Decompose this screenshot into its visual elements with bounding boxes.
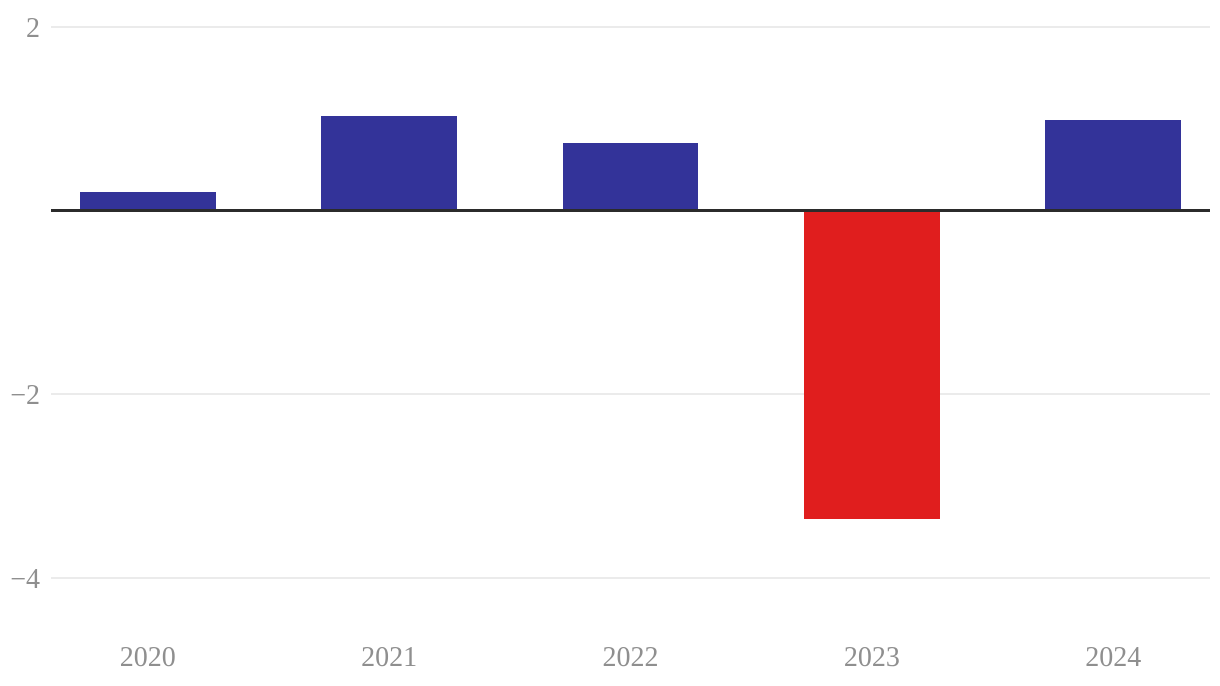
gridline-y-2	[51, 26, 1210, 28]
bar-2023	[804, 210, 940, 519]
bar-2021	[321, 115, 457, 211]
x-tick-label-2020: 2020	[119, 642, 176, 673]
bar-2022	[562, 142, 699, 211]
x-tick-label-2024: 2024	[1085, 642, 1142, 673]
x-axis-zero-line	[51, 209, 1210, 212]
gridline-y--4	[51, 576, 1210, 579]
y-tick-label--2: −2	[10, 380, 40, 411]
x-tick-label-2022: 2022	[602, 642, 659, 673]
x-tick-label-2023: 2023	[843, 642, 900, 673]
bar-2024	[1045, 119, 1181, 211]
y-tick-label-2: 2	[26, 13, 40, 44]
gridline-y--2	[51, 393, 1210, 395]
x-tick-label-2021: 2021	[361, 642, 418, 673]
y-tick-label--4: −4	[10, 563, 40, 595]
bar-2020	[80, 192, 216, 211]
